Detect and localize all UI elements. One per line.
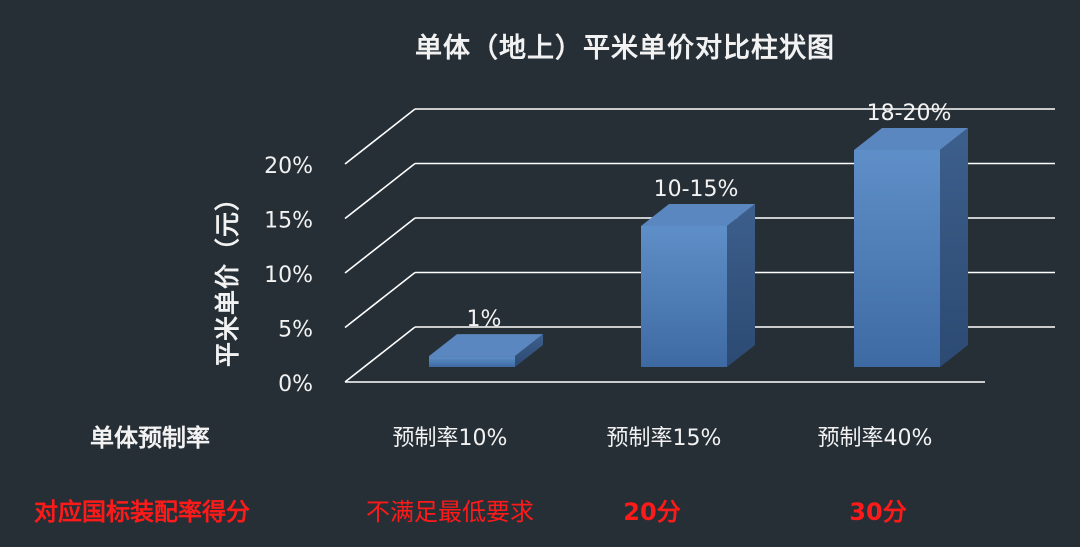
gridline-side-15 xyxy=(344,162,416,220)
chart-title: 单体（地上）平米单价对比柱状图 xyxy=(415,33,835,64)
bar-top-2 xyxy=(641,203,755,226)
score-row-label: 对应国标装配率得分 xyxy=(34,498,250,526)
bar-top-3 xyxy=(854,128,968,150)
bar-1 xyxy=(429,356,515,367)
bar-top-1 xyxy=(429,334,543,357)
bar-3 xyxy=(854,150,940,367)
gridline-side-0 xyxy=(344,326,416,383)
score-value-3: 30分 xyxy=(849,498,907,526)
category-label-2: 预制率15% xyxy=(606,426,722,451)
x-axis-label: 单体预制率 xyxy=(90,424,210,452)
bar-side-3 xyxy=(940,128,968,367)
y-tick-label-15: 15% xyxy=(264,209,313,234)
bar-side-1 xyxy=(515,334,543,367)
y-axis-label: 平米单价（元） xyxy=(213,184,242,368)
data-label-1: 1% xyxy=(467,307,502,332)
gridline-side-5 xyxy=(344,271,416,329)
data-label-3: 18-20% xyxy=(867,101,952,126)
y-tick-label-20: 20% xyxy=(264,154,313,179)
gridline-side-10 xyxy=(344,217,416,274)
bar-side-2 xyxy=(727,203,755,367)
score-value-1: 不满足最低要求 xyxy=(366,498,534,526)
bar-2 xyxy=(641,225,727,367)
category-label-1: 预制率10% xyxy=(392,426,508,451)
score-value-2: 20分 xyxy=(623,498,681,526)
category-label-3: 预制率40% xyxy=(817,426,933,451)
y-tick-label-0: 0% xyxy=(278,372,313,397)
y-tick-label-10: 10% xyxy=(264,263,313,288)
y-tick-label-5: 5% xyxy=(278,318,313,343)
data-label-2: 10-15% xyxy=(654,177,739,202)
gridline-side-20 xyxy=(344,108,416,165)
